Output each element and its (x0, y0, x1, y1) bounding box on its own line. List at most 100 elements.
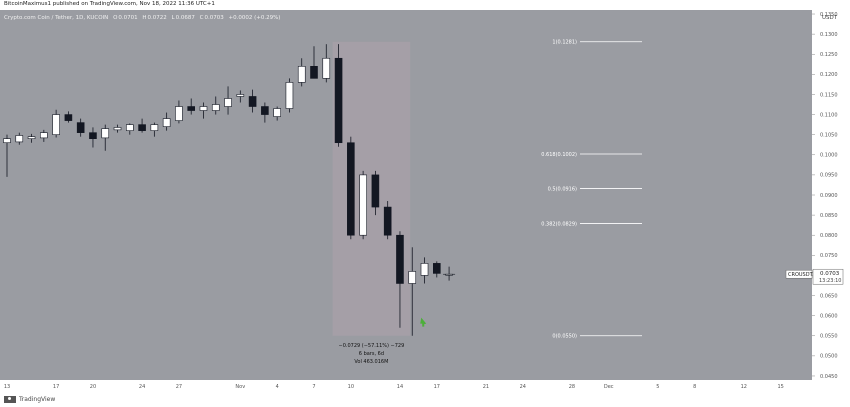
y-tick-label: 0.0600 (820, 313, 838, 319)
y-tick-label: 0.0850 (820, 213, 838, 219)
footer-brand: TradingView (19, 396, 56, 403)
legend-l-label: L (172, 15, 176, 21)
y-tick-label: 0.0500 (820, 354, 838, 360)
y-tick-label: 0.1050 (820, 132, 838, 138)
x-tick-label: 17 (434, 384, 440, 390)
candle-down (396, 234, 404, 284)
legend-h-label: H (142, 15, 146, 21)
price-chart[interactable]: Crypto.com Coin / Tether, 1D, KUCOIN O0.… (0, 10, 850, 395)
time-axis[interactable] (0, 380, 812, 395)
footer: TradingView (4, 396, 55, 403)
x-tick-label: 7 (312, 384, 315, 390)
measure-text: −0.0729 (−57.11%) −729 6 bars, 6d Vol 46… (339, 343, 405, 365)
fib-level-label: 0.5(0.0916) (548, 186, 577, 192)
x-tick-label: 27 (176, 384, 182, 390)
x-tick-label: 24 (139, 384, 145, 390)
fib-level-label: 0(0.0550) (552, 334, 577, 340)
x-tick-label: 8 (693, 384, 696, 390)
candle-down (432, 263, 441, 274)
candle-up (273, 108, 281, 117)
fib-retracement: 1(0.1281) 0.618(0.1002) 0.5(0.0916) 0.382(0… (541, 40, 642, 340)
y-tick-label: 0.1250 (820, 52, 838, 58)
fib-level-label: 0.618(0.1002) (541, 152, 577, 158)
x-tick-label: 13 (4, 384, 10, 390)
candle-down (89, 132, 97, 139)
x-tick-label: 17 (53, 384, 59, 390)
price-label-symbol: CROUSDT (788, 272, 814, 278)
y-tick-label: 0.0900 (820, 193, 838, 199)
y-axis-unit: USDT (822, 15, 838, 21)
candle-up (113, 127, 122, 131)
candle-down (371, 174, 380, 208)
candle-up (162, 118, 171, 127)
x-tick-label: Dec (604, 384, 614, 390)
candle-up (15, 135, 24, 143)
chart-svg[interactable]: Crypto.com Coin / Tether, 1D, KUCOIN O0.… (0, 10, 850, 395)
x-tick-label: 20 (90, 384, 96, 390)
measure-range-box (332, 41, 411, 336)
x-tick-label: Nov (235, 384, 245, 390)
tradingview-logo-icon (4, 396, 16, 403)
fib-level-label: 0.382(0.0829) (541, 221, 577, 227)
y-tick-label: 0.1350 (820, 12, 838, 18)
measure-range (332, 41, 411, 336)
price-label-value: 0.0703 (820, 271, 840, 277)
y-tick-label: 0.0950 (820, 173, 838, 179)
candles (3, 44, 456, 336)
x-tick-label: 15 (777, 384, 783, 390)
y-tick-label: 0.0800 (820, 233, 838, 239)
y-tick-label: 0.0650 (820, 293, 838, 299)
x-tick-label: 12 (741, 384, 747, 390)
fib-level-label: 1(0.1281) (552, 40, 577, 46)
candle-down (187, 106, 195, 111)
candle-up (359, 174, 367, 236)
candle-up (285, 82, 294, 109)
green-arrow-icon (420, 317, 427, 327)
candle-up (236, 94, 245, 97)
candle-down (138, 124, 146, 131)
candle-down (64, 114, 73, 121)
price-label-countdown: 13:23:10 (819, 278, 841, 284)
candle-up (224, 98, 232, 107)
y-tick-label: 0.1100 (820, 112, 838, 118)
x-tick-label: 10 (348, 384, 354, 390)
x-tick-label: 5 (656, 384, 659, 390)
price-label: CROUSDT 0.0703 13:23:10 (785, 268, 844, 285)
measure-volume: Vol 463.016M (354, 359, 388, 365)
candle-up (420, 263, 429, 276)
candle-up (27, 136, 36, 139)
candle-down (383, 206, 392, 236)
candle-up (126, 124, 134, 131)
candle-up (211, 104, 220, 111)
y-tick-label: 0.1000 (820, 153, 838, 159)
candle-up (199, 106, 208, 111)
candle-down (76, 122, 85, 133)
candle-down (310, 66, 318, 79)
legend-l-value: 0.0687 (176, 15, 196, 21)
x-tick-label: 4 (276, 384, 279, 390)
candle-up (3, 138, 11, 144)
candle-down (347, 142, 355, 236)
candle-up (101, 128, 110, 139)
candle-down (261, 106, 269, 115)
legend-h-value: 0.0722 (148, 15, 167, 21)
x-tick-label: 21 (483, 384, 489, 390)
candle-up (297, 66, 306, 83)
published-header: BitcoinMaximus1 published on TradingView… (4, 1, 215, 7)
legend-o-value: 0.0701 (118, 15, 137, 21)
candle-down (334, 57, 343, 144)
candle-up (150, 124, 159, 131)
candle-up (175, 106, 183, 121)
measure-bars: 6 bars, 6d (359, 351, 384, 357)
y-tick-label: 0.1200 (820, 72, 838, 78)
y-tick-label: 0.1150 (820, 92, 838, 98)
price-axis[interactable] (812, 10, 850, 395)
legend-change: +0.0002 (+0.29%) (228, 15, 280, 21)
ohlc-legend: Crypto.com Coin / Tether, 1D, KUCOIN O0.… (4, 15, 280, 21)
candle-down (248, 96, 257, 107)
candle-up (40, 132, 48, 139)
candle-up (322, 57, 331, 79)
y-tick-label: 0.0550 (820, 334, 838, 340)
x-tick-label: 14 (397, 384, 403, 390)
legend-c-label: C (200, 15, 204, 21)
